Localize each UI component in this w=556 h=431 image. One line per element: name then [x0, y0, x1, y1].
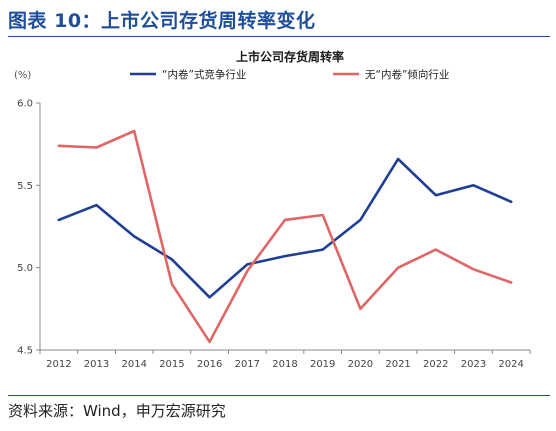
y-tick-label: 5.5	[17, 181, 33, 192]
chart-title: 上市公司存货周转率	[236, 49, 344, 64]
x-tick-label: 2024	[498, 359, 523, 370]
x-tick-label: 2020	[348, 359, 373, 370]
y-tick-label: 4.5	[17, 346, 33, 357]
legend: “内卷”式竞争行业 无“内卷”倾向行业	[130, 68, 449, 81]
axes: 4.5 5.0 5.5 6.0 2012 2013 2014 2015 2016 2017 2018…	[17, 99, 531, 370]
x-tick-label: 2016	[197, 359, 222, 370]
x-tick-label: 2019	[310, 359, 335, 370]
x-tick-label: 2015	[159, 359, 184, 370]
legend-label-1: “内卷”式竞争行业	[162, 68, 246, 81]
y-tick-label: 6.0	[17, 99, 33, 110]
y-tick-label: 5.0	[17, 263, 33, 274]
figure-title: 图表 10：上市公司存货周转率变化	[8, 10, 316, 32]
x-tick-label: 2023	[461, 359, 486, 370]
source-divider	[8, 395, 550, 396]
series-line-1	[57, 157, 513, 299]
x-tick-label: 2021	[385, 359, 410, 370]
line-chart: 上市公司存货周转率 (%) “内卷”式竞争行业 无“内卷”倾向行业 4.5 5.0 5…	[14, 49, 531, 370]
x-tick-label: 2014	[122, 359, 147, 370]
x-tick-label: 2013	[84, 359, 109, 370]
x-tick-label: 2018	[272, 359, 297, 370]
x-tick-label: 2022	[423, 359, 448, 370]
series-layer	[57, 129, 513, 344]
unit-label: (%)	[14, 70, 31, 81]
source-note: 资料来源：Wind，申万宏源研究	[8, 402, 226, 420]
x-tick-label: 2017	[235, 359, 260, 370]
title-divider	[8, 36, 550, 37]
series-line-2	[57, 129, 513, 344]
x-tick-label: 2012	[46, 359, 71, 370]
legend-label-2: 无“内卷”倾向行业	[365, 68, 449, 81]
